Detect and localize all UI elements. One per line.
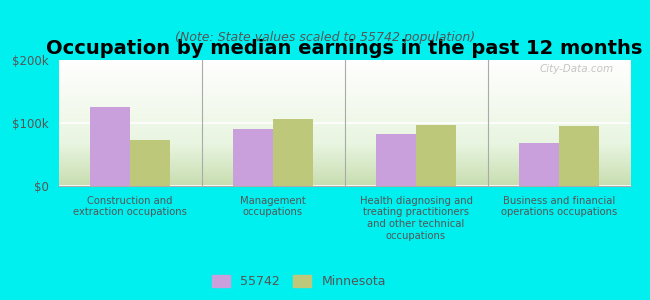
Bar: [519, 143, 559, 186]
Bar: [273, 118, 313, 186]
Bar: [233, 129, 273, 186]
Bar: [416, 125, 456, 186]
Bar: [559, 126, 599, 186]
Bar: [90, 107, 130, 186]
Bar: [130, 140, 170, 186]
Title: Occupation by median earnings in the past 12 months: Occupation by median earnings in the pas…: [46, 39, 643, 58]
Legend: 55742, Minnesota: 55742, Minnesota: [207, 270, 391, 293]
Text: (Note: State values scaled to 55742 population): (Note: State values scaled to 55742 popu…: [175, 31, 475, 44]
Bar: [376, 134, 416, 186]
Text: City-Data.com: City-Data.com: [540, 64, 614, 74]
